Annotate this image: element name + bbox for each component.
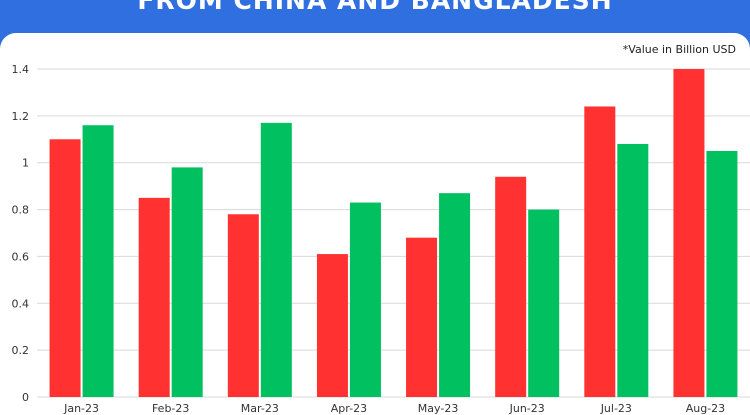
bar-series-2 xyxy=(528,209,560,397)
y-tick-label: 1.4 xyxy=(12,63,30,76)
bar-series-1 xyxy=(316,254,348,397)
x-tick-label: May-23 xyxy=(418,402,459,415)
x-tick-label: Feb-23 xyxy=(152,402,189,415)
bar-series-2 xyxy=(260,122,292,397)
bar-series-1 xyxy=(49,139,81,398)
y-tick-label: 0.6 xyxy=(12,250,30,263)
y-tick-label: 0.2 xyxy=(12,344,30,357)
bar-series-1 xyxy=(138,197,170,397)
bar-series-1 xyxy=(584,106,616,397)
y-tick-label: 0.8 xyxy=(12,204,30,217)
x-tick-label: Apr-23 xyxy=(331,402,367,415)
y-tick-label: 1 xyxy=(22,157,29,170)
bar-series-2 xyxy=(439,193,471,397)
y-tick-label: 0.4 xyxy=(12,297,30,310)
x-tick-label: Jul-23 xyxy=(600,402,632,415)
bar-series-2 xyxy=(349,202,381,397)
bar-series-1 xyxy=(406,237,438,397)
y-tick-label: 1.2 xyxy=(12,110,30,123)
x-tick-label: Jan-23 xyxy=(63,402,99,415)
x-tick-label: Jun-23 xyxy=(509,402,545,415)
bar-series-1 xyxy=(673,69,705,397)
y-tick-label: 0 xyxy=(22,391,29,404)
bar-series-2 xyxy=(171,167,203,397)
bar-series-2 xyxy=(617,143,649,397)
x-tick-label: Mar-23 xyxy=(241,402,279,415)
x-tick-label: Aug-23 xyxy=(686,402,725,415)
bar-series-1 xyxy=(495,176,527,397)
bar-series-1 xyxy=(227,214,259,397)
bar-series-2 xyxy=(706,151,738,397)
unit-note: *Value in Billion USD xyxy=(622,43,736,56)
bar-series-2 xyxy=(82,125,114,397)
chart-title: FROM CHINA AND BANGLADESH xyxy=(137,0,613,15)
